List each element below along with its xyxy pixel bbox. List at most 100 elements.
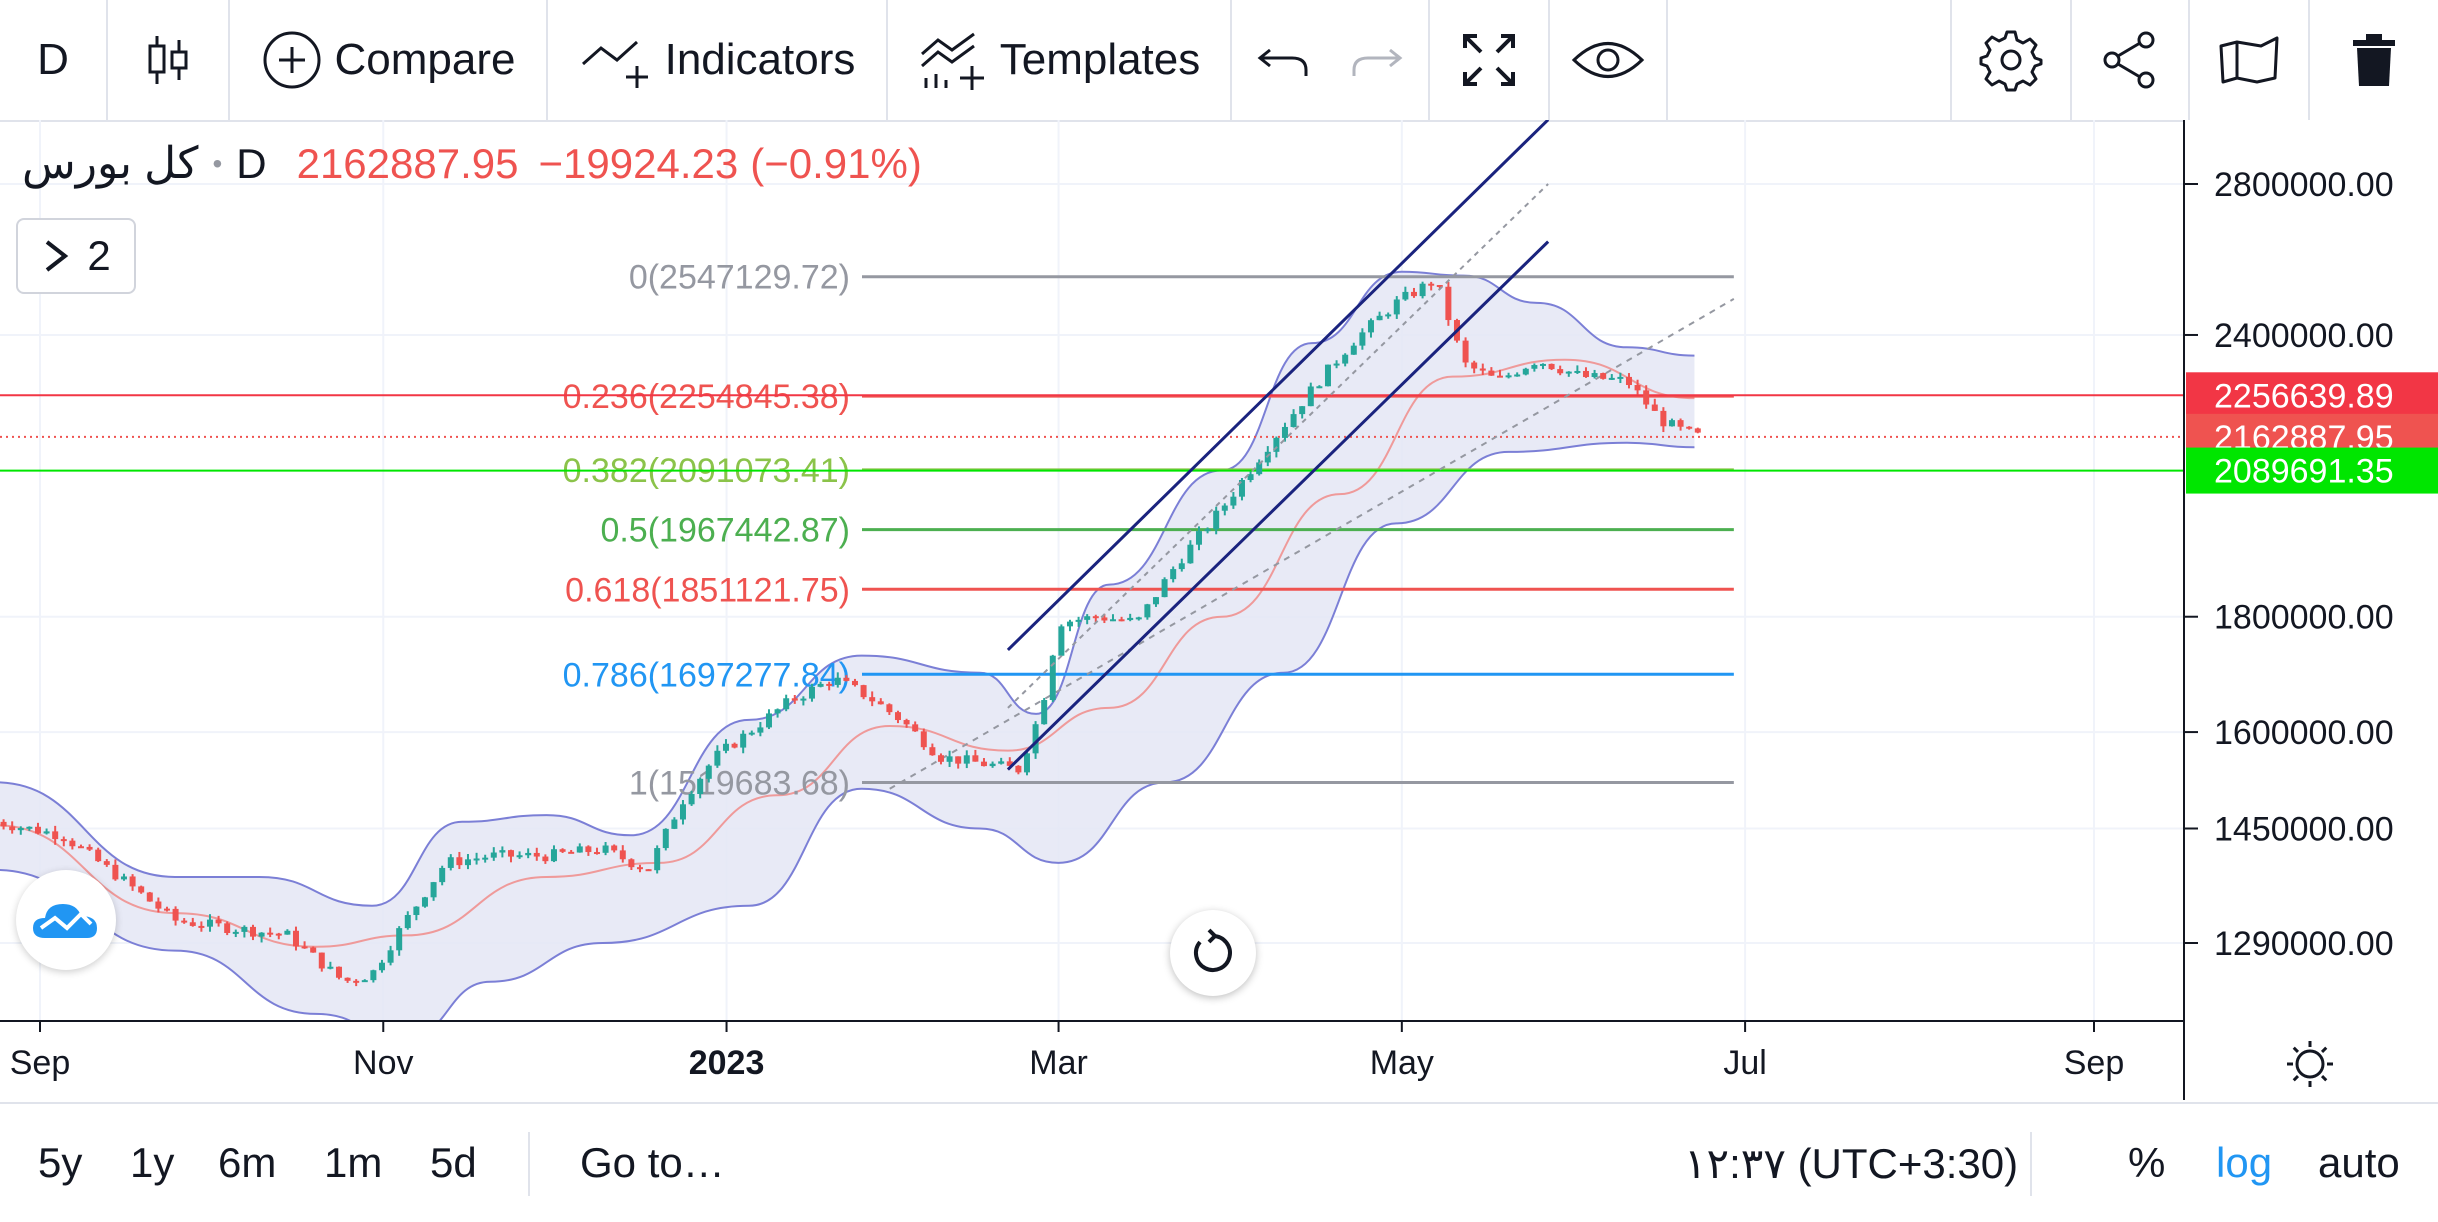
- candle-body: [920, 731, 927, 748]
- candle-body: [1608, 377, 1615, 380]
- percent-toggle[interactable]: %: [2128, 1104, 2165, 1222]
- symbol-name: کل بورس: [22, 139, 199, 188]
- candle-body: [1041, 700, 1048, 725]
- reset-chart-button[interactable]: [1170, 910, 1256, 996]
- candle-body: [525, 852, 532, 856]
- candle-body: [1023, 753, 1030, 773]
- candle-body: [955, 756, 962, 764]
- settings-button[interactable]: [1950, 0, 2072, 120]
- candle-body: [9, 826, 16, 831]
- interval-button[interactable]: D: [0, 0, 108, 120]
- candle-body: [972, 755, 979, 762]
- visibility-button[interactable]: [1550, 0, 1668, 120]
- share-icon: [2103, 31, 2155, 89]
- candle-body: [937, 755, 944, 762]
- price-badge-label: 2089691.35: [2214, 453, 2394, 491]
- candle-body: [301, 946, 308, 949]
- indicators-button[interactable]: Indicators: [548, 0, 888, 120]
- range-1y-label: 1y: [130, 1139, 175, 1186]
- candle-body: [198, 925, 205, 928]
- candle-body: [1428, 283, 1435, 286]
- candle-body: [387, 950, 394, 963]
- candle-body: [224, 923, 231, 933]
- candle-body: [464, 859, 471, 866]
- templates-button[interactable]: Templates: [888, 0, 1232, 120]
- compare-button[interactable]: Compare: [230, 0, 548, 120]
- share-button[interactable]: [2072, 0, 2190, 120]
- log-toggle[interactable]: log: [2216, 1104, 2272, 1222]
- range-1m[interactable]: 1m: [324, 1104, 382, 1222]
- candle-body: [120, 876, 127, 880]
- candle-body: [774, 709, 781, 714]
- templates-label: Templates: [999, 35, 1201, 84]
- candle-body: [688, 793, 695, 805]
- snapshot-button[interactable]: [2190, 0, 2310, 120]
- candle-body: [1299, 406, 1306, 415]
- candle-body: [559, 849, 566, 852]
- candle-body: [1694, 428, 1701, 433]
- delete-button[interactable]: [2310, 0, 2438, 120]
- candle-body: [370, 970, 377, 981]
- price-tick-label: 2800000.00: [2214, 166, 2394, 204]
- chart-type-button[interactable]: [108, 0, 230, 120]
- auto-toggle[interactable]: auto: [2318, 1104, 2400, 1222]
- candle-body: [1385, 314, 1392, 317]
- candle-body: [1015, 765, 1022, 773]
- price-chart[interactable]: 0(2547129.72)0.236(2254845.38)0.382(2091…: [0, 118, 2438, 1100]
- fib-level-label: 0.5(1967442.87): [600, 512, 850, 550]
- candle-body: [800, 698, 807, 701]
- candle-body: [172, 908, 179, 921]
- candle-body: [533, 852, 540, 857]
- symbol-legend: کل بورس • D 2162887.95 −19924.23 (−0.91%…: [22, 138, 922, 189]
- time-tick-label: Sep: [2064, 1044, 2125, 1082]
- candle-body: [989, 763, 996, 767]
- candle-body: [912, 724, 919, 732]
- chevron-right-icon: [46, 240, 69, 272]
- candle-body: [327, 966, 334, 969]
- candle-body: [628, 859, 635, 868]
- legend-dot: •: [212, 147, 223, 179]
- chart-area[interactable]: 0(2547129.72) 0.236(2254845.38) 0.382(2091…: [0, 118, 2438, 1100]
- candle-body: [1058, 626, 1065, 656]
- candle-body: [507, 850, 514, 857]
- candle-body: [593, 852, 600, 855]
- candle-body: [1213, 510, 1220, 530]
- range-1y[interactable]: 1y: [130, 1104, 174, 1222]
- range-1m-label: 1m: [324, 1139, 383, 1186]
- candle-body: [602, 845, 609, 853]
- indicators-icon: [581, 40, 648, 88]
- time-axis-background: [0, 1020, 2438, 1100]
- candle-body: [705, 765, 712, 779]
- candle-body: [1522, 368, 1529, 375]
- range-5d[interactable]: 5d: [430, 1104, 477, 1222]
- redo-icon[interactable]: [1348, 40, 1404, 80]
- tradingview-logo-button[interactable]: [16, 870, 116, 970]
- candle-body: [1049, 655, 1056, 701]
- timezone-clock[interactable]: ۱۲:۳۷ (UTC+3:30): [1684, 1104, 2018, 1222]
- auto-label: auto: [2318, 1139, 2400, 1186]
- goto-button[interactable]: Go to…: [580, 1104, 725, 1222]
- undo-icon[interactable]: [1256, 40, 1312, 80]
- candle-body: [1118, 619, 1125, 622]
- indicators-collapse-button[interactable]: 2: [16, 218, 136, 294]
- candle-body: [258, 932, 265, 937]
- bottom-divider: [2030, 1132, 2032, 1196]
- candle-body: [722, 743, 729, 751]
- bollinger-lower-line: [0, 441, 1695, 1040]
- bottom-bar: 5y 1y 6m 1m 5d Go to… ۱۲:۳۷ (UTC+3:30) %…: [0, 1102, 2438, 1222]
- candle-body: [1316, 386, 1323, 389]
- candle-body: [1677, 420, 1684, 427]
- candle-body: [1600, 373, 1607, 379]
- candle-body: [851, 680, 858, 686]
- range-6m[interactable]: 6m: [218, 1104, 276, 1222]
- candle-body: [1324, 364, 1331, 387]
- candle-body: [318, 952, 325, 969]
- fullscreen-button[interactable]: [1430, 0, 1550, 120]
- candle-body: [1006, 761, 1013, 766]
- candle-body: [998, 761, 1005, 764]
- candle-body: [1514, 374, 1521, 377]
- range-5y[interactable]: 5y: [38, 1104, 82, 1222]
- price-tick-label: 2400000.00: [2214, 317, 2394, 355]
- candle-body: [817, 683, 824, 687]
- candle-body: [129, 876, 136, 887]
